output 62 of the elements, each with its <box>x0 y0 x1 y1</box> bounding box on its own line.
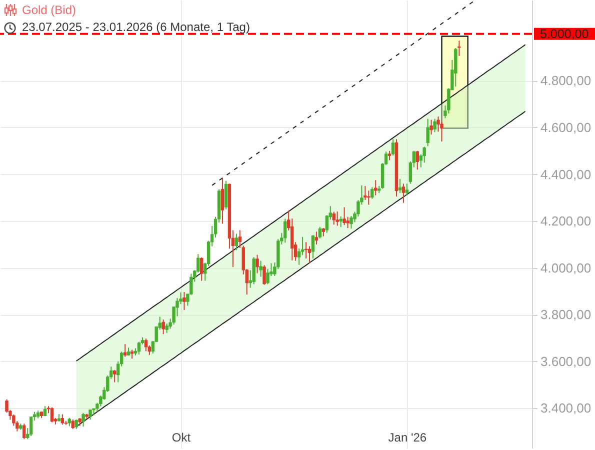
candlestick <box>252 256 256 285</box>
candlestick <box>422 146 426 164</box>
candlestick <box>50 406 54 423</box>
candlestick <box>342 206 346 226</box>
line-series <box>76 110 526 427</box>
candlestick <box>336 210 339 226</box>
candlestick <box>60 414 64 426</box>
y-tick-label: 4.000,00 <box>540 260 592 276</box>
y-tick-label: 4.400,00 <box>540 166 592 182</box>
y-tick-label: 4.600,00 <box>540 120 592 135</box>
candlestick <box>370 186 374 200</box>
candlestick <box>144 338 148 352</box>
candlestick <box>402 183 406 204</box>
candlestick <box>71 418 74 430</box>
candlestick <box>350 215 353 230</box>
candlestick <box>262 264 266 286</box>
candlestick <box>374 180 378 196</box>
candlestick <box>224 180 228 210</box>
candlestick <box>311 234 315 260</box>
candlestick <box>256 254 259 274</box>
candlestick <box>74 419 78 430</box>
candlestick <box>314 231 318 245</box>
y-tick-label: 3.600,00 <box>540 354 592 369</box>
candlestick <box>162 319 165 335</box>
candlestick <box>308 246 312 264</box>
candlestick <box>426 118 430 147</box>
candlestick <box>123 344 127 358</box>
candlestick <box>367 190 370 206</box>
candlestick <box>339 216 342 228</box>
candlestick <box>388 150 392 161</box>
candlestick <box>234 233 238 251</box>
x-tick-label: Okt <box>172 430 192 444</box>
line-series <box>212 1 474 186</box>
text: 23.07.2025 - 23.01.2026 (6 Monate, 1 Tag) <box>22 20 250 34</box>
candlestick <box>82 412 85 427</box>
candlestick <box>430 119 433 136</box>
y-tick-label: 3.800,00 <box>540 307 592 322</box>
candlestick <box>458 40 461 56</box>
candlestick <box>433 118 436 133</box>
y-tick-label: 4.200,00 <box>540 214 592 229</box>
x-tick-label: Jan '26 <box>388 430 427 444</box>
candlestick <box>200 256 204 282</box>
candlestick <box>22 423 26 440</box>
candlestick <box>137 341 141 355</box>
candlestick <box>364 185 367 201</box>
candlestick <box>88 409 92 420</box>
candlestick <box>259 260 262 278</box>
candlestick <box>416 150 419 170</box>
candlestick <box>284 218 287 244</box>
candlestick <box>405 183 409 196</box>
y-tick-label: 3.400,00 <box>540 400 592 416</box>
candlestick <box>391 138 395 156</box>
candlestick <box>398 178 402 194</box>
candlestick <box>332 211 336 226</box>
y-tick-label: 4.800,00 <box>540 73 592 88</box>
candlestick <box>182 291 186 310</box>
ref-line-label: 5.000,00 <box>540 26 589 41</box>
candlestick <box>113 370 116 383</box>
line-series <box>76 44 526 362</box>
candlestick <box>318 226 322 239</box>
chart-title: Gold (Bid) <box>22 3 76 17</box>
candlestick <box>220 178 224 224</box>
